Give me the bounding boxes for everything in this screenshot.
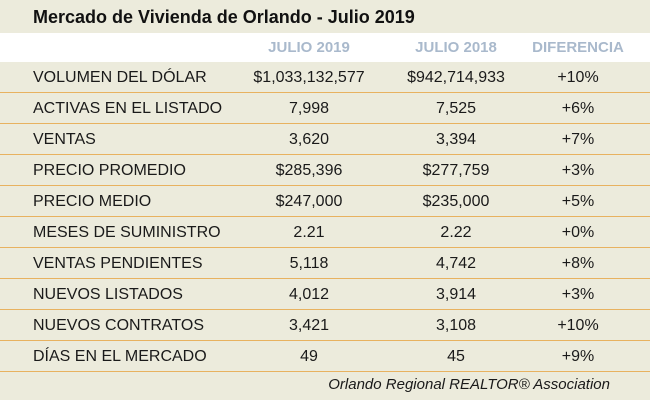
value-diferencia: +3% bbox=[561, 162, 595, 179]
value-diferencia: +8% bbox=[561, 255, 595, 272]
table-row: DÍAS EN EL MERCADO 49 45 +9% bbox=[0, 341, 650, 372]
value-diferencia: +10% bbox=[557, 317, 599, 334]
row-label: VOLUMEN DEL DÓLAR bbox=[33, 69, 207, 86]
value-julio-2018: $942,714,933 bbox=[407, 69, 505, 86]
value-julio-2018: 3,394 bbox=[435, 131, 477, 148]
row-label: MESES DE SUMINISTRO bbox=[33, 224, 221, 241]
source-attribution: Orlando Regional REALTOR® Association bbox=[328, 376, 610, 393]
value-julio-2019: 49 bbox=[300, 348, 318, 365]
column-header-diferencia: DIFERENCIA bbox=[532, 39, 624, 56]
table-row: PRECIO MEDIO $247,000 $235,000 +5% bbox=[0, 186, 650, 217]
table-row: VENTAS 3,620 3,394 +7% bbox=[0, 124, 650, 155]
value-julio-2018: 3,108 bbox=[435, 317, 477, 334]
value-julio-2018: 3,914 bbox=[435, 286, 477, 303]
data-table: VOLUMEN DEL DÓLAR $1,033,132,577 $942,71… bbox=[0, 62, 650, 372]
table-row: MESES DE SUMINISTRO 2.21 2.22 +0% bbox=[0, 217, 650, 248]
value-julio-2019: 3,421 bbox=[288, 317, 330, 334]
value-diferencia: +10% bbox=[557, 69, 599, 86]
value-diferencia: +9% bbox=[561, 348, 595, 365]
value-julio-2019: 3,620 bbox=[288, 131, 330, 148]
value-julio-2019: 4,012 bbox=[288, 286, 330, 303]
table-row: NUEVOS LISTADOS 4,012 3,914 +3% bbox=[0, 279, 650, 310]
value-julio-2018: 45 bbox=[447, 348, 465, 365]
table-row: ACTIVAS EN EL LISTADO 7,998 7,525 +6% bbox=[0, 93, 650, 124]
row-label: ACTIVAS EN EL LISTADO bbox=[33, 100, 223, 117]
table-row: PRECIO PROMEDIO $285,396 $277,759 +3% bbox=[0, 155, 650, 186]
value-julio-2018: 7,525 bbox=[435, 100, 477, 117]
value-julio-2018: 2.22 bbox=[440, 224, 472, 241]
value-diferencia: +7% bbox=[561, 131, 595, 148]
table-header bbox=[0, 33, 650, 62]
value-julio-2019: $247,000 bbox=[275, 193, 343, 210]
column-header-julio-2018: JULIO 2018 bbox=[415, 39, 497, 56]
value-julio-2019: 7,998 bbox=[288, 100, 330, 117]
table-row: VENTAS PENDIENTES 5,118 4,742 +8% bbox=[0, 248, 650, 279]
value-diferencia: +6% bbox=[561, 100, 595, 117]
value-julio-2018: $277,759 bbox=[422, 162, 490, 179]
row-label: DÍAS EN EL MERCADO bbox=[33, 348, 207, 365]
page-title: Mercado de Vivienda de Orlando - Julio 2… bbox=[33, 7, 415, 27]
table-row: NUEVOS CONTRATOS 3,421 3,108 +10% bbox=[0, 310, 650, 341]
row-label: PRECIO PROMEDIO bbox=[33, 162, 186, 179]
value-diferencia: +5% bbox=[561, 193, 595, 210]
value-diferencia: +3% bbox=[561, 286, 595, 303]
value-julio-2019: 5,118 bbox=[289, 255, 329, 272]
value-julio-2019: $285,396 bbox=[275, 162, 343, 179]
table-row: VOLUMEN DEL DÓLAR $1,033,132,577 $942,71… bbox=[0, 62, 650, 93]
value-julio-2019: $1,033,132,577 bbox=[253, 69, 365, 86]
value-julio-2018: $235,000 bbox=[422, 193, 490, 210]
column-header-julio-2019: JULIO 2019 bbox=[268, 39, 350, 56]
row-label: PRECIO MEDIO bbox=[33, 193, 152, 210]
value-julio-2018: 4,742 bbox=[435, 255, 477, 272]
row-label: NUEVOS LISTADOS bbox=[33, 286, 183, 303]
value-julio-2019: 2.21 bbox=[293, 224, 325, 241]
row-label: VENTAS PENDIENTES bbox=[33, 255, 203, 272]
row-label: NUEVOS CONTRATOS bbox=[33, 317, 204, 334]
row-label: VENTAS bbox=[33, 131, 96, 148]
value-diferencia: +0% bbox=[561, 224, 595, 241]
